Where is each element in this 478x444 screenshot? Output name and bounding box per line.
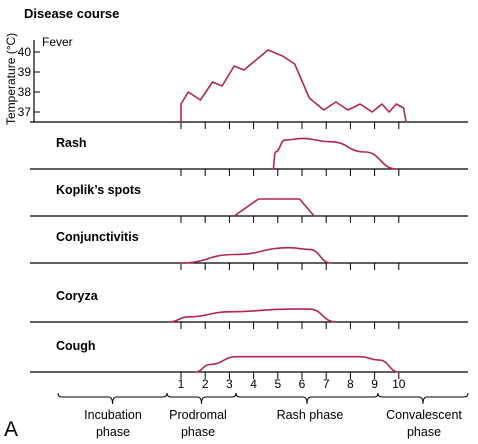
phase-label: Convalescent bbox=[386, 408, 462, 422]
y-tick-label: 40 bbox=[18, 45, 32, 59]
symptom-curve bbox=[194, 355, 400, 373]
symptom-curve bbox=[233, 198, 315, 217]
day-label: 8 bbox=[347, 377, 354, 391]
phase-label: Prodromal bbox=[169, 408, 227, 422]
symptom-row: Coryza bbox=[30, 289, 468, 329]
symptom-label: Koplik’s spots bbox=[56, 183, 141, 197]
symptom-label: Cough bbox=[56, 339, 96, 353]
panel-title: Disease course bbox=[24, 6, 119, 21]
phase-label-line2: phase bbox=[407, 425, 441, 439]
symptom-row: Koplik’s spots bbox=[30, 183, 468, 223]
symptom-curve bbox=[180, 246, 332, 264]
y-axis-label: Temperature (°C) bbox=[4, 33, 18, 125]
y-tick-label: 37 bbox=[18, 105, 32, 119]
day-label: 10 bbox=[392, 377, 406, 391]
symptom-label: Conjunctivitis bbox=[56, 230, 139, 244]
day-label: 7 bbox=[323, 377, 330, 391]
symptom-row: Conjunctivitis bbox=[30, 230, 468, 270]
fever-label: Fever bbox=[42, 35, 73, 49]
phase-label: Incubation bbox=[84, 408, 142, 422]
symptom-rows: Rash Koplik’s spots Conjunctivitis Coryza Co… bbox=[30, 136, 468, 379]
day-label: 5 bbox=[274, 377, 281, 391]
day-label: 9 bbox=[371, 377, 378, 391]
y-axis: 40 39 38 37 bbox=[18, 40, 40, 122]
symptom-row: Rash bbox=[30, 136, 468, 176]
phase-brace bbox=[166, 392, 237, 405]
phase-label-line2: phase bbox=[181, 425, 215, 439]
symptom-row: Cough bbox=[30, 339, 468, 379]
symptom-curve bbox=[272, 137, 398, 170]
y-tick-label: 39 bbox=[18, 65, 32, 79]
day-axis: 1 2 3 4 5 6 7 8 9 10 bbox=[178, 377, 406, 391]
figure-label: A bbox=[4, 418, 18, 441]
day-label: 6 bbox=[299, 377, 306, 391]
phase-brace bbox=[235, 392, 379, 405]
y-tick-label: 38 bbox=[18, 85, 32, 99]
day-label: 2 bbox=[202, 377, 209, 391]
symptom-label: Rash bbox=[56, 136, 87, 150]
fever-x-axis bbox=[30, 121, 468, 129]
phase-label-line2: phase bbox=[96, 425, 130, 439]
day-label: 3 bbox=[226, 377, 233, 391]
phase-label: Rash phase bbox=[277, 408, 344, 422]
phase-labels: Incubation phase Prodromal phase Rash phase C… bbox=[57, 392, 469, 439]
fever-curve bbox=[180, 49, 407, 123]
symptom-label: Coryza bbox=[56, 289, 99, 303]
day-label: 4 bbox=[250, 377, 257, 391]
phase-brace bbox=[377, 392, 469, 405]
symptom-curve bbox=[168, 308, 337, 323]
day-label: 1 bbox=[178, 377, 185, 391]
fever-panel: Disease course Temperature (°C) Fever 40… bbox=[4, 6, 468, 129]
phase-brace bbox=[57, 392, 168, 405]
